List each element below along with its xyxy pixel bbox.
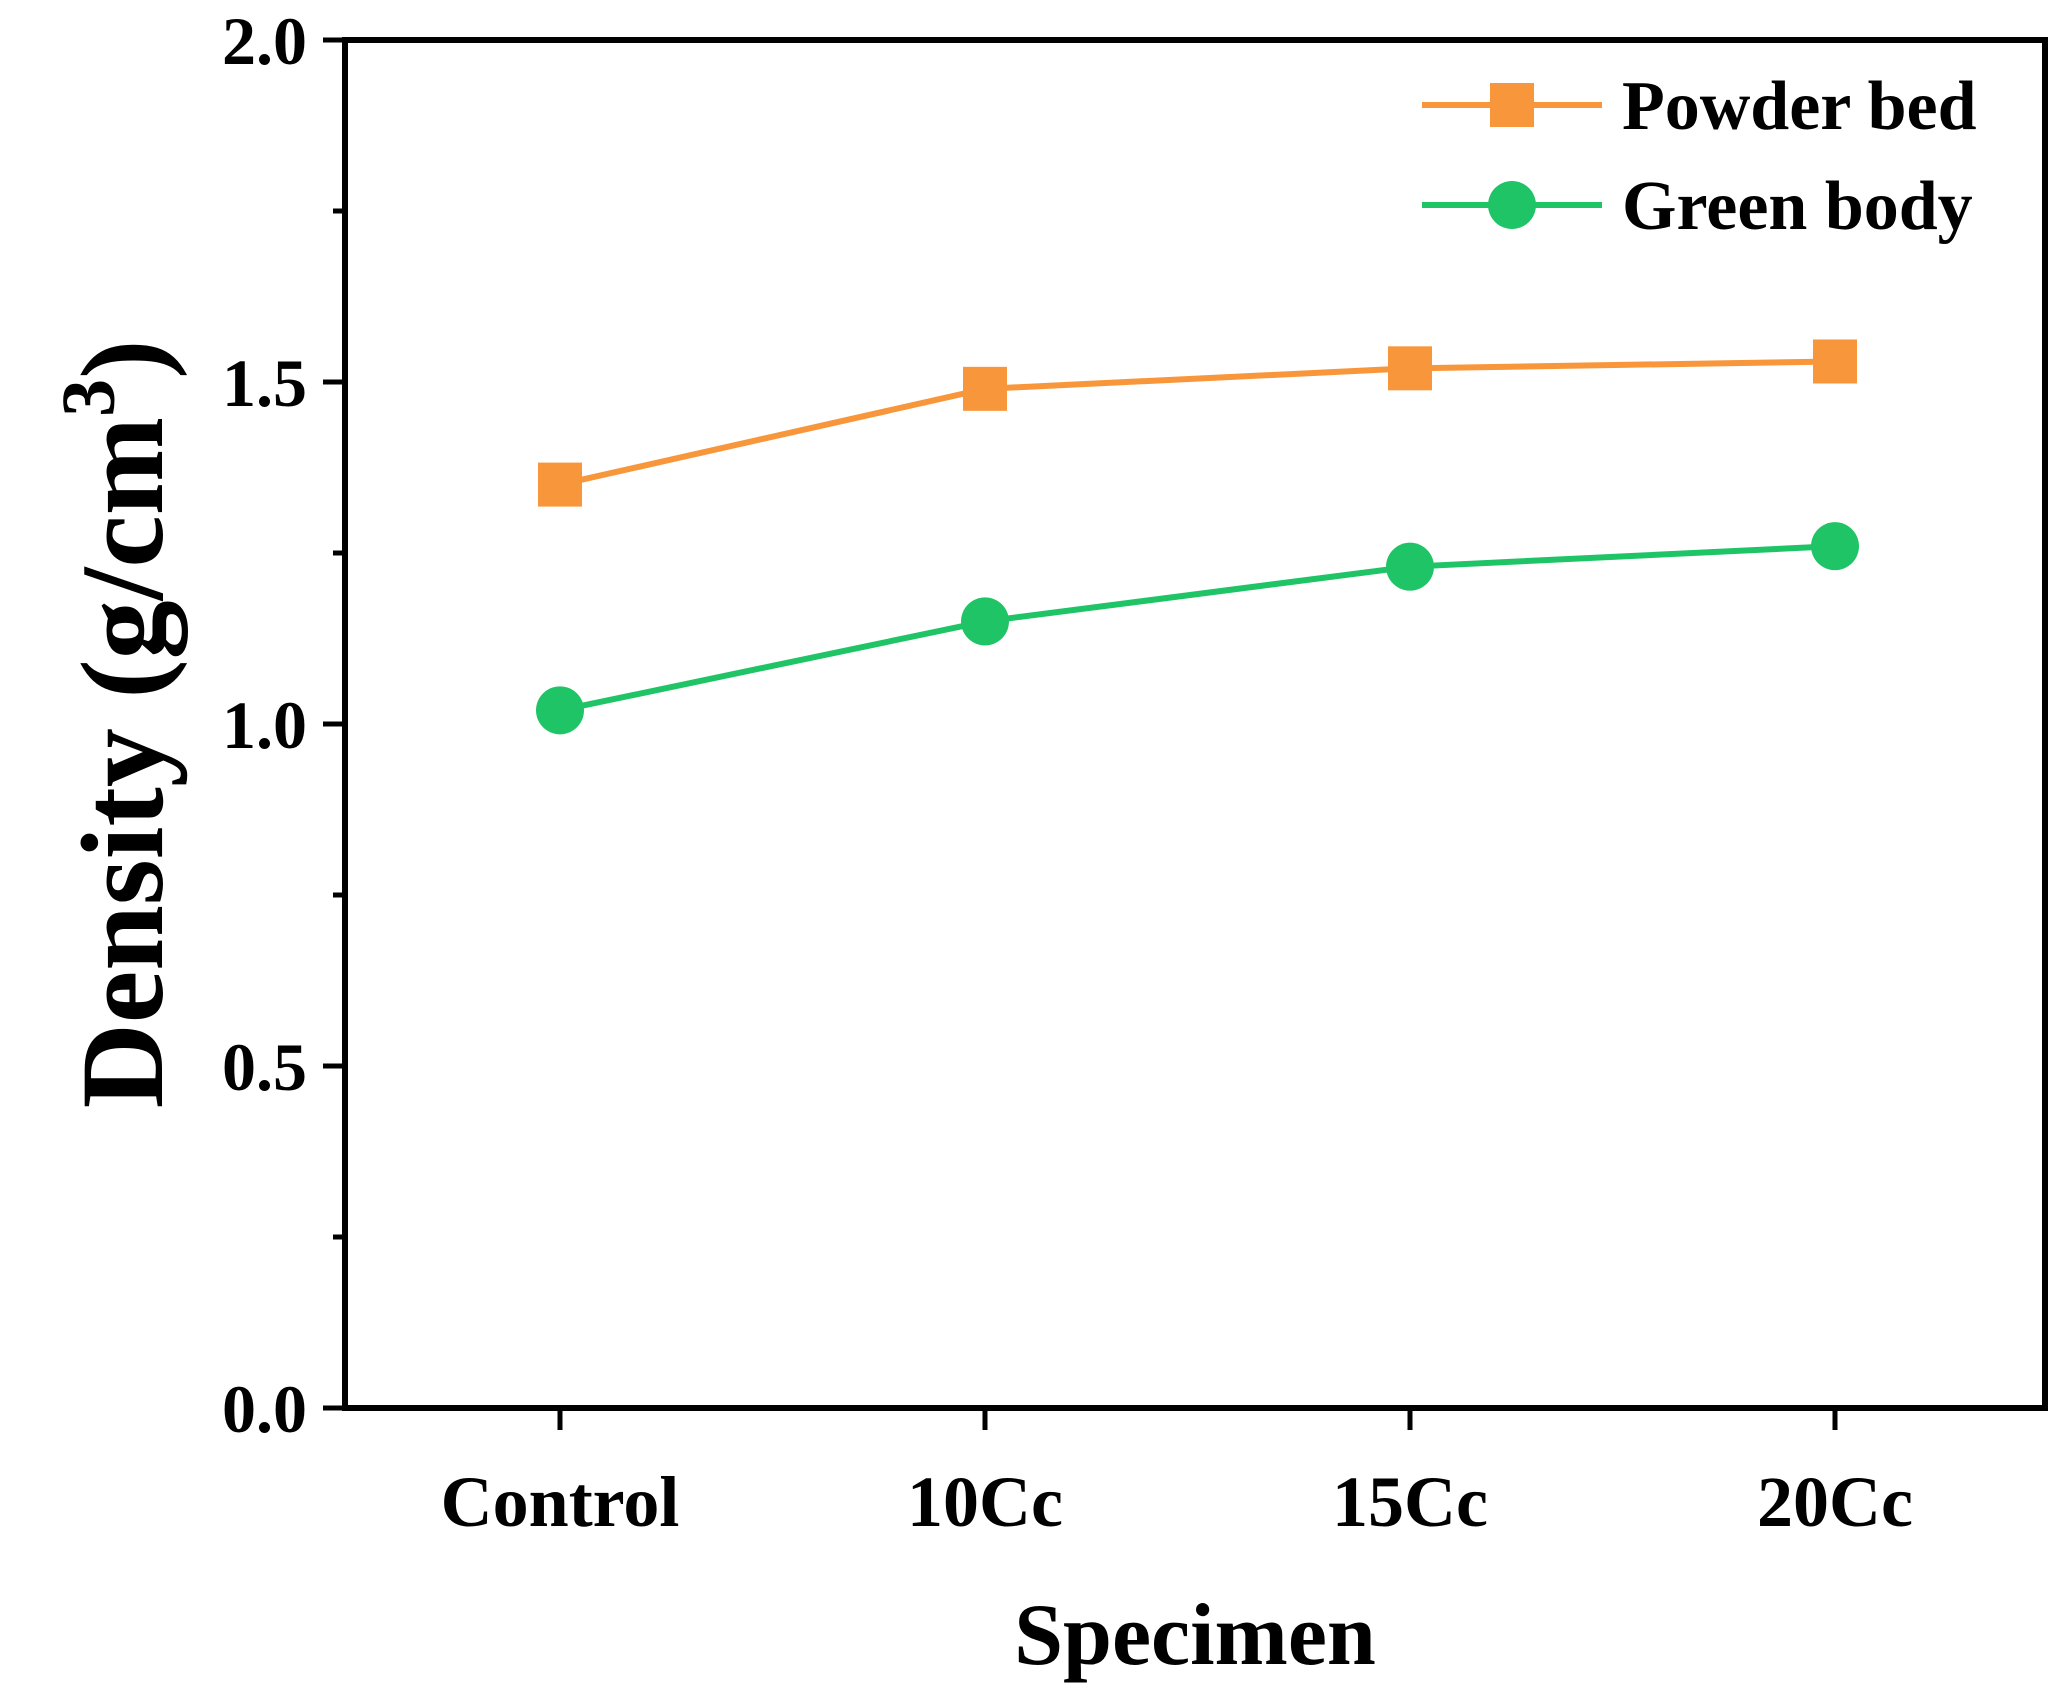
y-tick-label: 1.0 <box>222 687 307 763</box>
y-tick-label: 0.0 <box>222 1371 307 1447</box>
x-tick-label: 15Cc <box>1332 1462 1488 1542</box>
y-tick-label: 0.5 <box>222 1029 307 1105</box>
x-tick-label: Control <box>441 1462 680 1542</box>
x-tick-label: 10Cc <box>907 1462 1063 1542</box>
y-tick-label: 1.5 <box>222 345 307 421</box>
legend-label: Green body <box>1622 168 1973 245</box>
y-axis-label-superscript: 3 <box>47 379 131 417</box>
data-point-circle <box>1811 522 1859 571</box>
data-point-square <box>1813 339 1857 384</box>
data-point-square <box>538 462 582 507</box>
x-tick-label: 20Cc <box>1757 1462 1913 1542</box>
data-point-circle <box>1386 542 1434 591</box>
data-point-circle <box>961 597 1009 646</box>
data-point-square <box>1388 346 1432 391</box>
x-axis-ticks: Control 10Cc 15Cc 20Cc <box>441 1408 1913 1542</box>
y-axis-label-main: Density (g/cm <box>57 417 188 1108</box>
y-tick-label: 2.0 <box>222 3 307 79</box>
legend: Powder bed Green body <box>1422 68 1977 245</box>
x-axis-label: Specimen <box>1014 1587 1376 1684</box>
series-line <box>559 358 1836 488</box>
data-point-circle <box>536 686 584 735</box>
data-point-square <box>963 366 1007 411</box>
series-layer <box>536 339 1859 735</box>
legend-marker-circle <box>1488 181 1536 229</box>
y-axis-label-close: ) <box>57 340 188 379</box>
y-axis-ticks: 0.0 0.5 1.0 1.5 2.0 <box>222 3 345 1447</box>
y-axis-label: Density (g/cm3) <box>47 340 188 1109</box>
series-line <box>559 543 1836 714</box>
legend-marker-square <box>1490 83 1534 127</box>
plot-frame <box>342 37 2048 1411</box>
legend-label: Powder bed <box>1622 68 1977 145</box>
